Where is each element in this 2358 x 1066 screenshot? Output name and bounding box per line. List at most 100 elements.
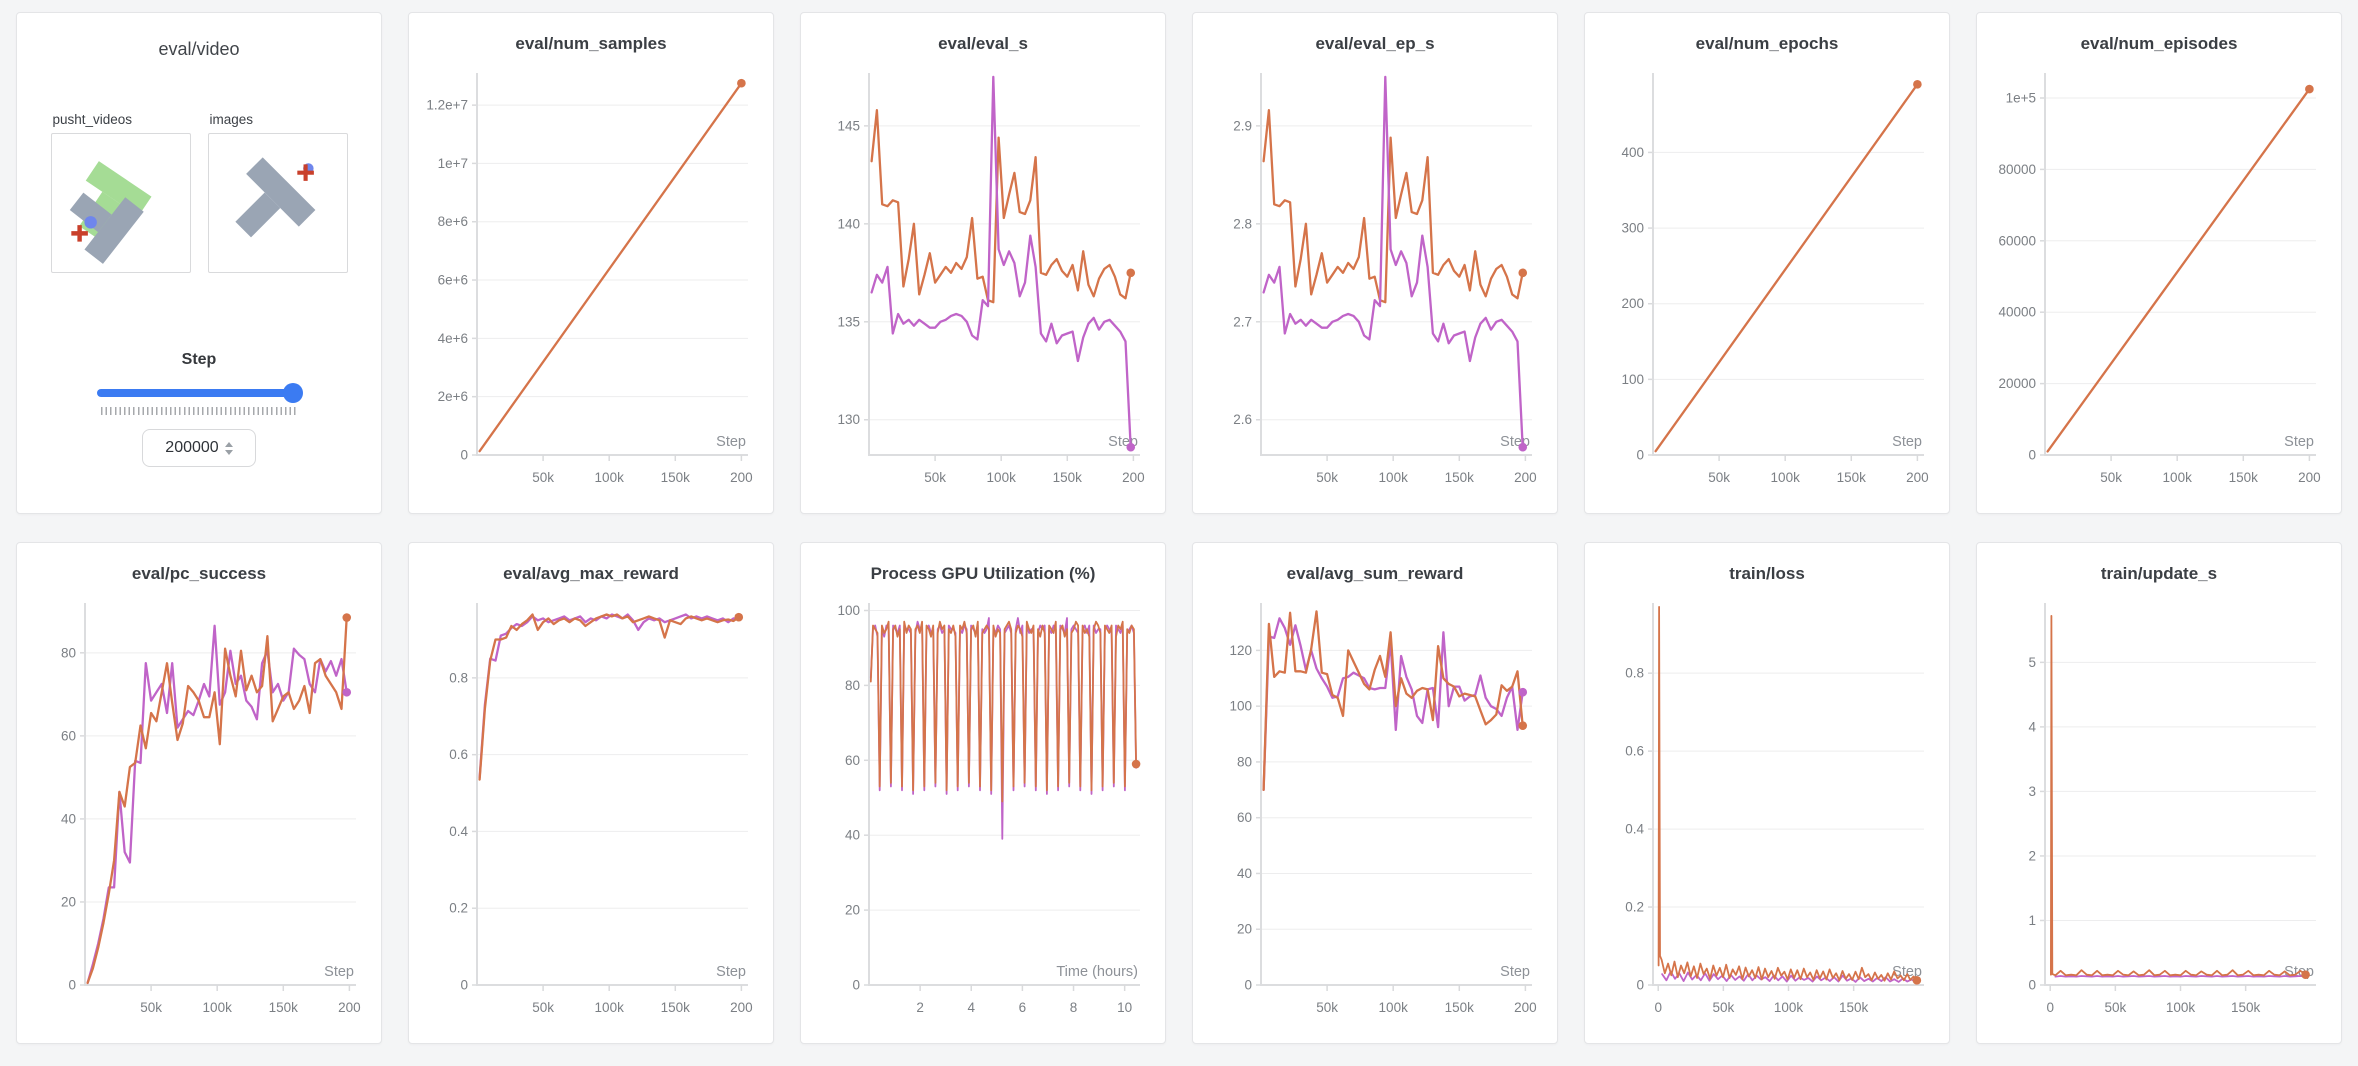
chart-canvas[interactable]: 0 2e+6 4e+6 6e+6 8e+6 1e+7 1.2e+7 50k 100k 150k 20…	[419, 59, 764, 511]
svg-text:0: 0	[1636, 448, 1644, 463]
svg-text:0: 0	[1636, 978, 1644, 993]
svg-text:0: 0	[2046, 1000, 2054, 1015]
svg-text:200: 200	[730, 470, 753, 485]
svg-text:2: 2	[916, 1000, 924, 1015]
chart-title: train/loss	[1729, 564, 1805, 583]
step-slider-thumb[interactable]	[283, 383, 303, 403]
svg-text:2: 2	[2028, 848, 2036, 863]
svg-text:0: 0	[2028, 448, 2036, 463]
svg-text:20: 20	[60, 894, 75, 909]
chart-canvas[interactable]: 0 20 40 60 80 100 120 50k 100k 150k 200 Step	[1203, 589, 1548, 1041]
svg-text:100k: 100k	[1770, 470, 1800, 485]
pusht-block-t-shape	[69, 192, 144, 264]
svg-text:135: 135	[837, 314, 860, 329]
panel-eval-eval-s: eval/eval_s 130 135 140 145 50k 100k 150k 200 St…	[800, 12, 1166, 514]
chart-title: eval/num_samples	[515, 34, 667, 53]
svg-text:20000: 20000	[1998, 376, 2036, 391]
svg-text:2.7: 2.7	[1233, 314, 1252, 329]
svg-text:100k: 100k	[594, 470, 624, 485]
chart-title: eval/pc_success	[131, 564, 267, 583]
target-cross	[70, 225, 88, 242]
step-slider[interactable]	[97, 383, 303, 403]
image-frame	[234, 157, 315, 238]
svg-text:2e+6: 2e+6	[437, 389, 467, 404]
svg-text:6e+6: 6e+6	[437, 273, 467, 288]
svg-text:2.9: 2.9	[1233, 118, 1252, 133]
media-column-images: images	[207, 112, 348, 273]
chart-canvas[interactable]: 0 20 40 60 80 50k 100k 150k 200 Step	[27, 589, 372, 1041]
chart-title: eval/avg_max_reward	[503, 564, 679, 583]
chart-canvas[interactable]: 0 20000 40000 60000 80000 1e+5 50k 100k 150k 200 S…	[1987, 59, 2332, 511]
panel-eval-num-epochs: eval/num_epochs 0 100 200 300 400 50k 100k 150k…	[1584, 12, 1950, 514]
svg-text:0.6: 0.6	[449, 747, 468, 762]
svg-text:300: 300	[1621, 221, 1644, 236]
svg-text:50k: 50k	[2100, 470, 2122, 485]
svg-text:8: 8	[1069, 1000, 1077, 1015]
svg-text:Step: Step	[2284, 434, 2314, 450]
chart-canvas[interactable]: 0 20 40 60 80 100 2 4 6 8 10 Time (hours)	[811, 589, 1156, 1041]
svg-text:4: 4	[2028, 719, 2036, 734]
svg-text:100k: 100k	[202, 1000, 232, 1015]
svg-text:200: 200	[1122, 470, 1145, 485]
svg-text:50k: 50k	[2104, 1000, 2126, 1015]
svg-text:Step: Step	[716, 434, 746, 450]
svg-text:0.4: 0.4	[449, 824, 468, 839]
panel-gpu-utilization: Process GPU Utilization (%) 0 20 40 60 80 100…	[800, 542, 1166, 1044]
svg-text:40: 40	[60, 811, 75, 826]
svg-text:4e+6: 4e+6	[437, 331, 467, 346]
svg-text:145: 145	[837, 118, 860, 133]
svg-text:80: 80	[60, 645, 75, 660]
svg-text:40: 40	[1236, 866, 1251, 881]
svg-text:0: 0	[460, 978, 468, 993]
panel-eval-avg-max-reward: eval/avg_max_reward 0 0.2 0.4 0.6 0.8 50k 100k…	[408, 542, 774, 1044]
panel-eval-video: eval/video pusht_videos	[16, 12, 382, 514]
svg-text:0: 0	[1244, 978, 1252, 993]
step-slider-track[interactable]	[97, 389, 301, 397]
chart-canvas[interactable]: 0 100 200 300 400 50k 100k 150k 200 Step	[1595, 59, 1940, 511]
video-thumbnail-pusht[interactable]	[50, 133, 191, 273]
image-thumbnail[interactable]	[207, 133, 348, 273]
svg-text:50k: 50k	[1708, 470, 1730, 485]
svg-text:50k: 50k	[140, 1000, 162, 1015]
svg-text:60: 60	[60, 728, 75, 743]
media-label: pusht_videos	[52, 112, 133, 127]
chart-title: eval/eval_ep_s	[1315, 34, 1435, 53]
panel-train-update-s: train/update_s 0 1 2 3 4 5 0 50k 100k 150k Step	[1976, 542, 2342, 1044]
chart-title: eval/num_epochs	[1695, 34, 1839, 53]
svg-text:150k: 150k	[660, 1000, 690, 1015]
step-value[interactable]: 200000	[165, 439, 219, 456]
svg-text:0.2: 0.2	[449, 901, 468, 916]
svg-text:200: 200	[730, 1000, 753, 1015]
chart-canvas[interactable]: 0 0.2 0.4 0.6 0.8 50k 100k 150k 200 Step	[419, 589, 764, 1041]
media-label: images	[209, 112, 254, 127]
panel-eval-num-episodes: eval/num_episodes 0 20000 40000 60000 80000 1…	[1976, 12, 2342, 514]
svg-text:100: 100	[1621, 372, 1644, 387]
svg-text:Time (hours): Time (hours)	[1056, 964, 1138, 980]
agent-dot	[83, 216, 97, 229]
svg-text:8e+6: 8e+6	[437, 214, 467, 229]
svg-text:2.6: 2.6	[1233, 412, 1252, 427]
chart-title: eval/eval_s	[938, 34, 1028, 53]
svg-text:0.4: 0.4	[1625, 822, 1644, 837]
svg-text:400: 400	[1621, 145, 1644, 160]
decrement-icon[interactable]	[224, 449, 233, 455]
increment-icon[interactable]	[224, 441, 233, 447]
svg-text:200: 200	[2298, 470, 2321, 485]
step-slider-label: Step	[181, 351, 217, 368]
media-column-pusht-videos: pusht_videos	[50, 112, 191, 273]
svg-text:100k: 100k	[2165, 1000, 2195, 1015]
chart-title: Process GPU Utilization (%)	[870, 564, 1096, 583]
svg-text:Step: Step	[324, 964, 354, 980]
panel-eval-pc-success: eval/pc_success 0 20 40 60 80 50k 100k 150k 200 S…	[16, 542, 382, 1044]
svg-text:6: 6	[1018, 1000, 1026, 1015]
svg-text:3: 3	[2028, 784, 2036, 799]
step-number-input[interactable]: 200000	[142, 429, 256, 467]
svg-text:0: 0	[1654, 1000, 1662, 1015]
panel-eval-avg-sum-reward: eval/avg_sum_reward 0 20 40 60 80 100 120 50k 10…	[1192, 542, 1558, 1044]
chart-title: eval/avg_sum_reward	[1286, 564, 1464, 583]
svg-text:50k: 50k	[924, 470, 946, 485]
